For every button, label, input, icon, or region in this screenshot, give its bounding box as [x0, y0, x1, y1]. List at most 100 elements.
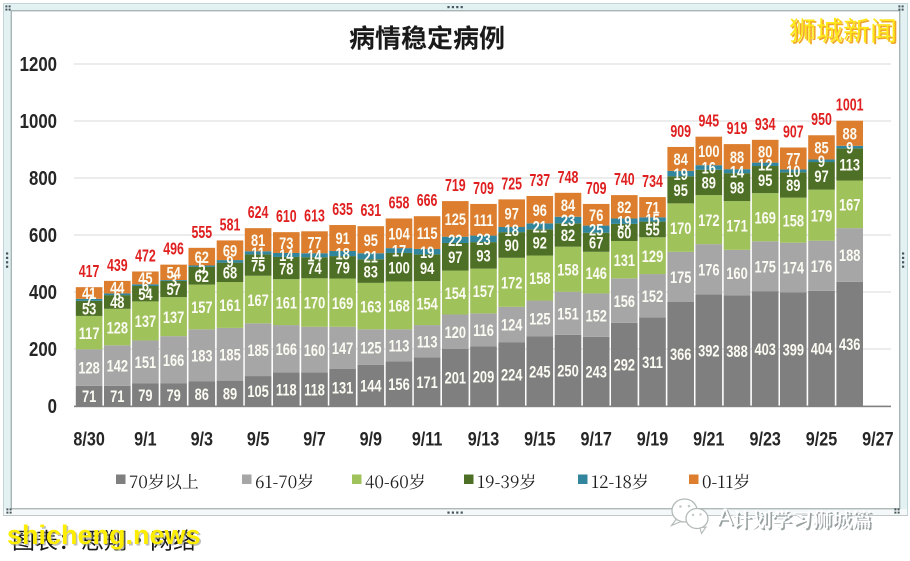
- svg-text:9/15: 9/15: [524, 428, 556, 450]
- svg-text:115: 115: [417, 225, 438, 243]
- svg-text:11: 11: [251, 246, 265, 264]
- svg-text:555: 555: [191, 223, 212, 243]
- svg-text:5: 5: [198, 259, 205, 277]
- svg-text:166: 166: [163, 353, 184, 371]
- svg-text:45: 45: [138, 271, 152, 289]
- svg-text:170: 170: [670, 220, 691, 238]
- svg-text:3: 3: [170, 273, 177, 291]
- svg-text:shicheng.news: shicheng.news: [7, 520, 201, 550]
- svg-text:417: 417: [79, 262, 100, 282]
- svg-text:245: 245: [529, 364, 550, 382]
- svg-text:125: 125: [529, 311, 550, 329]
- svg-text:168: 168: [388, 298, 409, 316]
- svg-text:176: 176: [811, 259, 832, 277]
- svg-text:172: 172: [698, 212, 719, 230]
- svg-text:88: 88: [730, 149, 744, 167]
- svg-text:14: 14: [279, 248, 294, 266]
- svg-text:9: 9: [226, 254, 233, 272]
- svg-text:9/11: 9/11: [412, 428, 443, 450]
- svg-text:71: 71: [82, 389, 96, 407]
- svg-text:9/1: 9/1: [134, 428, 157, 450]
- svg-text:144: 144: [360, 378, 382, 396]
- svg-text:167: 167: [839, 197, 860, 215]
- svg-text:154: 154: [416, 296, 438, 314]
- svg-text:100: 100: [698, 144, 719, 162]
- svg-text:404: 404: [811, 341, 833, 359]
- svg-text:709: 709: [473, 179, 494, 199]
- svg-text:171: 171: [726, 218, 747, 236]
- svg-text:23: 23: [476, 232, 490, 250]
- svg-text:9/3: 9/3: [191, 428, 214, 450]
- svg-text:53: 53: [82, 301, 96, 319]
- svg-text:169: 169: [332, 296, 353, 314]
- svg-text:68: 68: [223, 265, 237, 283]
- svg-text:12: 12: [758, 157, 772, 175]
- svg-text:113: 113: [839, 157, 860, 175]
- svg-text:84: 84: [561, 198, 576, 216]
- svg-text:88: 88: [843, 126, 857, 144]
- svg-text:111: 111: [473, 213, 493, 231]
- svg-text:9/27: 9/27: [862, 428, 894, 450]
- svg-text:919: 919: [727, 119, 748, 139]
- svg-text:44: 44: [110, 280, 125, 298]
- svg-text:400: 400: [29, 281, 57, 304]
- svg-text:9: 9: [846, 140, 853, 158]
- svg-text:719: 719: [445, 176, 466, 196]
- svg-text:82: 82: [617, 200, 631, 218]
- svg-text:160: 160: [304, 342, 325, 360]
- svg-text:185: 185: [219, 347, 240, 365]
- svg-text:77: 77: [307, 235, 321, 253]
- svg-text:128: 128: [78, 360, 99, 378]
- svg-text:118: 118: [276, 382, 297, 400]
- svg-text:166: 166: [276, 342, 297, 360]
- svg-text:91: 91: [335, 231, 349, 249]
- svg-text:6: 6: [114, 287, 121, 305]
- svg-text:172: 172: [501, 275, 522, 293]
- svg-text:113: 113: [389, 338, 410, 356]
- svg-text:185: 185: [247, 343, 268, 361]
- svg-text:175: 175: [670, 270, 691, 288]
- svg-text:95: 95: [758, 172, 772, 190]
- svg-text:403: 403: [754, 341, 775, 359]
- svg-text:950: 950: [811, 110, 832, 130]
- svg-text:137: 137: [135, 314, 156, 332]
- svg-text:120: 120: [445, 324, 466, 342]
- svg-text:0: 0: [48, 395, 57, 418]
- svg-text:167: 167: [247, 292, 268, 310]
- svg-text:1200: 1200: [20, 53, 57, 76]
- svg-text:78: 78: [279, 261, 293, 279]
- svg-text:82: 82: [561, 228, 575, 246]
- svg-text:945: 945: [698, 112, 719, 132]
- svg-text:740: 740: [614, 170, 635, 190]
- svg-text:176: 176: [698, 262, 719, 280]
- svg-text:496: 496: [163, 240, 184, 260]
- svg-text:175: 175: [754, 259, 775, 277]
- svg-text:152: 152: [585, 308, 606, 326]
- svg-text:161: 161: [276, 295, 297, 313]
- svg-text:157: 157: [191, 300, 212, 318]
- svg-text:17: 17: [392, 243, 406, 261]
- svg-text:89: 89: [786, 178, 800, 196]
- svg-text:A: A: [717, 504, 733, 531]
- svg-text:125: 125: [360, 340, 381, 358]
- svg-text:157: 157: [473, 284, 494, 302]
- svg-text:146: 146: [585, 265, 606, 283]
- svg-text:19: 19: [674, 166, 688, 184]
- svg-text:392: 392: [698, 343, 719, 361]
- svg-text:18: 18: [335, 246, 349, 264]
- svg-text:15: 15: [645, 212, 659, 230]
- svg-text:95: 95: [364, 233, 378, 251]
- svg-text:158: 158: [557, 262, 578, 280]
- svg-text:737: 737: [529, 171, 550, 191]
- svg-text:85: 85: [814, 140, 828, 158]
- svg-text:399: 399: [783, 342, 804, 360]
- svg-text:156: 156: [614, 293, 635, 311]
- svg-text:613: 613: [304, 206, 325, 226]
- svg-text:83: 83: [364, 264, 378, 282]
- svg-text:19: 19: [617, 214, 631, 232]
- svg-text:151: 151: [557, 306, 578, 324]
- svg-text:shicheng.news: shicheng.news: [9, 522, 203, 552]
- svg-text:142: 142: [107, 358, 128, 376]
- svg-text:A: A: [719, 506, 735, 533]
- svg-text:224: 224: [501, 367, 523, 385]
